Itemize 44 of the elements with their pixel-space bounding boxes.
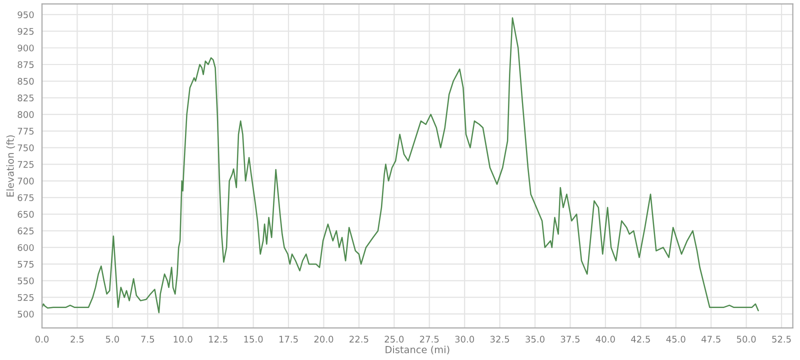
x-tick-label: 0.0 — [35, 336, 49, 343]
x-tick-label: 5.0 — [106, 336, 120, 343]
x-tick-label: 17.5 — [279, 336, 298, 343]
x-tick-label: 22.5 — [350, 336, 368, 343]
x-tick-label: 32.5 — [490, 336, 510, 343]
y-tick-label: 700 — [18, 178, 34, 184]
x-tick-label: 52.5 — [772, 336, 791, 343]
x-tick-label: 50.0 — [736, 336, 756, 343]
x-tick-label: 42.5 — [631, 336, 650, 343]
x-tick-label: 25.0 — [384, 336, 404, 343]
x-tick-label: 10.0 — [174, 336, 192, 343]
y-tick-label: 850 — [18, 78, 34, 85]
y-tick-label: 550 — [18, 277, 34, 284]
y-tick-label: 675 — [18, 194, 34, 202]
y-tick-label: 725 — [18, 161, 34, 168]
x-tick-label: 15.0 — [244, 336, 263, 343]
y-tick-label: 600 — [18, 244, 34, 252]
x-tick-label: 7.5 — [141, 336, 154, 343]
y-tick-label: 775 — [18, 128, 34, 135]
y-tick-label: 500 — [18, 310, 34, 318]
x-tick-label: 12.5 — [209, 336, 228, 343]
y-tick-label: 750 — [18, 144, 34, 152]
x-tick-label: 20.0 — [314, 336, 334, 343]
x-tick-label: 40.0 — [596, 336, 615, 343]
x-tick-label: 30.0 — [455, 336, 474, 343]
x-tick-label: 35.0 — [526, 336, 544, 343]
x-tick-label: 2.5 — [70, 336, 84, 343]
y-tick-label: 625 — [18, 228, 34, 234]
line-series — [42, 17, 759, 314]
x-axis-title: Distance (mi) — [386, 346, 450, 354]
y-axis-title: Elevation (ft) — [6, 135, 15, 196]
x-tick-label: 45.0 — [666, 336, 686, 343]
x-tick-label: 47.5 — [701, 336, 720, 343]
y-tick-label: 900 — [18, 44, 34, 52]
x-tick-label: 37.5 — [560, 336, 580, 343]
y-tick-label: 575 — [18, 260, 34, 268]
y-tick-label: 925 — [18, 28, 34, 35]
y-tick-label: 800 — [18, 111, 34, 118]
y-tick-label: 875 — [18, 61, 34, 68]
y-tick-label: 825 — [18, 94, 34, 102]
y-tick-label: 525 — [18, 294, 34, 301]
y-tick-label: 650 — [18, 210, 34, 218]
y-tick-label: 950 — [18, 11, 34, 18]
x-tick-label: 27.5 — [420, 336, 439, 343]
